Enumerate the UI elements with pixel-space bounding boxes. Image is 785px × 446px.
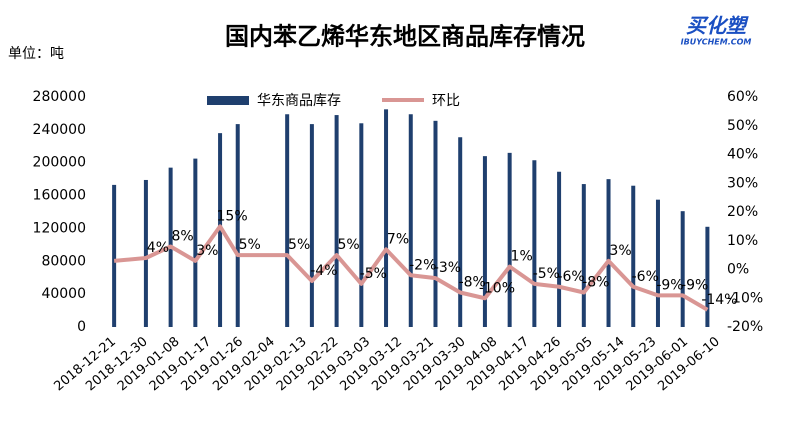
logo: 买化塑 (686, 14, 749, 38)
data-label: 4% (147, 240, 169, 256)
bar (193, 158, 198, 327)
data-label: -9% (681, 277, 708, 293)
y-tick-label: 240000 (33, 122, 86, 138)
bar (112, 184, 117, 327)
y2-tick-label: 0% (727, 262, 749, 278)
chart-title: 国内苯乙烯华东地区商品库存情况 (225, 22, 585, 51)
y2-tick-label: -10% (727, 290, 763, 306)
data-label: -8% (582, 275, 609, 291)
line (113, 224, 709, 312)
bar (557, 171, 562, 327)
data-label: -5% (533, 266, 560, 282)
legend-label: 华东商品库存 (257, 93, 341, 109)
unit-label: 单位：吨 (8, 46, 64, 62)
y2-tick-label: -20% (727, 319, 763, 335)
bar (631, 185, 636, 327)
y2-tick-label: 40% (727, 147, 758, 163)
legend-swatch (207, 96, 249, 105)
data-label: -5% (360, 266, 387, 282)
data-label: 5% (239, 237, 261, 253)
data-label: -10% (479, 280, 515, 296)
bar (235, 124, 240, 327)
bar (309, 124, 314, 327)
data-label: -9% (656, 277, 683, 293)
data-label: 7% (387, 231, 409, 247)
bar (532, 160, 537, 327)
bar (143, 179, 148, 327)
bar (433, 120, 438, 327)
bar (458, 137, 463, 327)
data-label: 1% (511, 249, 533, 265)
y-tick-label: 160000 (33, 188, 86, 204)
y-tick-label: 200000 (33, 155, 86, 171)
y-tick-label: 80000 (41, 253, 86, 269)
legend-label: 环比 (432, 93, 460, 109)
data-label: 8% (172, 229, 194, 245)
bar (359, 123, 364, 328)
data-label: -14% (701, 292, 737, 308)
bar (408, 114, 413, 327)
data-label: 3% (196, 243, 218, 259)
data-label: -6% (632, 269, 659, 285)
y-tick-label: 120000 (33, 220, 86, 236)
data-label: 5% (288, 237, 310, 253)
data-label: -8% (459, 275, 486, 291)
bar (581, 184, 586, 327)
bar (705, 226, 710, 327)
y2-tick-label: 10% (727, 233, 758, 249)
data-label: -6% (557, 269, 584, 285)
data-label: 3% (609, 243, 631, 259)
y-tick-label: 40000 (41, 286, 86, 302)
y2-tick-label: 60% (727, 89, 758, 105)
y2-tick-label: 20% (727, 204, 758, 220)
y2-tick-label: 30% (727, 175, 758, 191)
bar (606, 179, 611, 327)
y-tick-label: 280000 (33, 89, 86, 105)
bar (285, 114, 290, 327)
y2-tick-label: 50% (727, 118, 758, 134)
bar (334, 115, 339, 327)
data-label: -2% (409, 257, 436, 273)
data-label: 5% (337, 237, 359, 253)
bar (680, 211, 685, 327)
bar (482, 156, 487, 327)
bar (655, 199, 660, 327)
data-label: 15% (217, 208, 248, 224)
bar (507, 152, 512, 327)
logo-subtext: IBUYCHEM.COM (681, 38, 752, 47)
data-label: -3% (434, 260, 461, 276)
data-label: -4% (310, 263, 337, 279)
y-tick-label: 0 (77, 319, 86, 335)
bar (384, 109, 389, 327)
